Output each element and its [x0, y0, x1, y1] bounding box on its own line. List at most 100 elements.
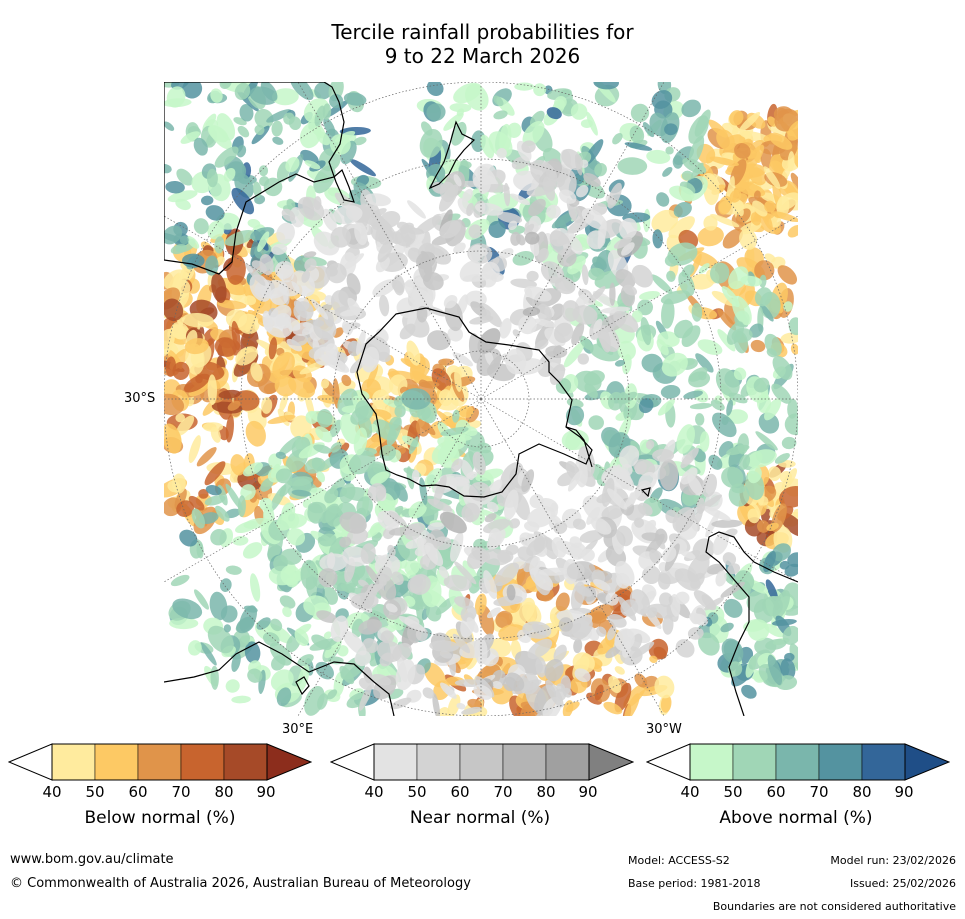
near-probability-patch — [301, 270, 311, 283]
near-frame — [373, 743, 590, 781]
below-probability-patch — [717, 309, 737, 331]
near-probability-patch — [613, 237, 632, 249]
below-probability-patch — [688, 273, 715, 290]
near-probability-patch — [675, 639, 695, 658]
above-probability-patch — [533, 83, 547, 97]
near-probability-patch — [395, 659, 416, 691]
below-probability-patch — [770, 211, 800, 223]
below-probability-patch — [231, 320, 241, 351]
above-probability-patch — [223, 624, 232, 633]
above-probability-patch — [640, 316, 652, 346]
above-probability-patch — [311, 457, 323, 471]
below-probability-patch — [660, 694, 672, 713]
near-probability-patch — [439, 650, 452, 659]
below-probability-patch — [555, 592, 570, 612]
near-probability-patch — [464, 507, 474, 523]
above-probability-patch — [580, 119, 593, 128]
below-probability-patch — [438, 389, 453, 407]
above-probability-patch — [588, 415, 604, 430]
near-probability-patch — [440, 682, 457, 699]
above-probability-patch — [782, 625, 801, 645]
near-probability-patch — [339, 511, 367, 534]
near-probability-patch — [503, 489, 519, 520]
tick-label: 40 — [42, 783, 62, 801]
above-probability-patch — [283, 112, 295, 125]
above-probability-patch — [614, 359, 626, 367]
above-probability-patch — [656, 192, 670, 207]
below-probability-patch — [161, 423, 182, 454]
tick-label: 70 — [493, 783, 513, 801]
near-probability-patch — [687, 474, 703, 496]
near-probability-patch — [583, 173, 601, 187]
latitude-circle — [432, 350, 530, 448]
below-probability-patch — [202, 422, 224, 432]
near-probability-patch — [536, 303, 552, 324]
base-period: Base period: 1981-2018 — [628, 877, 761, 890]
near-probability-patch — [665, 509, 678, 524]
above-probability-patch — [660, 384, 681, 399]
website-link[interactable]: www.bom.gov.au/climate — [10, 852, 174, 867]
coastlines — [163, 81, 799, 717]
near-probability-patch — [534, 318, 556, 328]
near-probability-patch — [387, 544, 396, 557]
below-probability-patch — [174, 488, 187, 510]
above-probability-patch — [272, 88, 299, 106]
above-probability-patch — [167, 190, 198, 203]
below-probability-patch — [175, 413, 185, 423]
near-probability-patch — [616, 573, 630, 589]
near-probability-patch — [623, 284, 638, 296]
near-probability-patch — [303, 251, 317, 258]
near-probability-patch — [409, 573, 431, 595]
below-probability-patch — [400, 358, 422, 370]
below-probability-patch — [279, 393, 289, 412]
above-probability-patch — [316, 131, 331, 146]
above-probability-patch — [247, 668, 263, 683]
near-probability-patch — [297, 196, 325, 221]
near-probability-patch — [631, 264, 654, 288]
polar-rainfall-map[interactable] — [21, 0, 941, 859]
above-probability-patch — [219, 578, 232, 592]
below-probability-patch — [764, 253, 776, 263]
near-probability-patch — [371, 673, 392, 686]
near-probability-patch — [468, 244, 484, 262]
above-probability-patch — [758, 412, 780, 434]
near-probability-patch — [370, 208, 387, 218]
above-probability-patch — [657, 399, 675, 416]
above-probability-patch — [747, 466, 762, 484]
below-probability-patch — [651, 209, 679, 233]
tick-label: 70 — [171, 783, 191, 801]
above-probability-patch — [193, 218, 209, 235]
above-probability-patch — [563, 341, 585, 368]
below-probability-patch — [634, 673, 648, 688]
above-probability-patch — [220, 605, 238, 623]
near-probability-patch — [326, 262, 347, 284]
near-probability-patch — [292, 322, 315, 336]
near-probability-patch — [701, 473, 718, 498]
probability-field — [150, 74, 812, 726]
above-probability-patch — [243, 462, 263, 477]
near-probability-patch — [727, 563, 741, 575]
below-probability-patch — [419, 381, 440, 388]
above-probability-patch — [637, 299, 654, 316]
near-probability-patch — [461, 706, 483, 715]
above-probability-patch — [188, 640, 202, 656]
above-probability-patch — [163, 121, 175, 131]
above-probability-patch — [317, 409, 333, 428]
above-probability-patch — [717, 329, 736, 352]
above-probability-patch — [256, 617, 271, 630]
above-probability-patch — [740, 275, 763, 287]
near-probability-patch — [473, 684, 493, 700]
above-probability-patch — [746, 449, 777, 468]
near-probability-patch — [482, 518, 511, 534]
near-probability-patch — [451, 458, 463, 472]
below-probability-patch — [749, 167, 767, 186]
above-probability-patch — [343, 92, 367, 106]
above-probability-patch — [639, 290, 660, 301]
near-probability-patch — [574, 292, 590, 309]
near-probability-patch — [521, 469, 535, 493]
near-probability-patch — [365, 565, 380, 585]
boundary-disclaimer: Boundaries are not considered authoritat… — [712, 900, 956, 913]
near-probability-patch — [510, 193, 530, 206]
above-probability-patch — [662, 166, 673, 177]
below-probability-patch — [708, 119, 728, 138]
